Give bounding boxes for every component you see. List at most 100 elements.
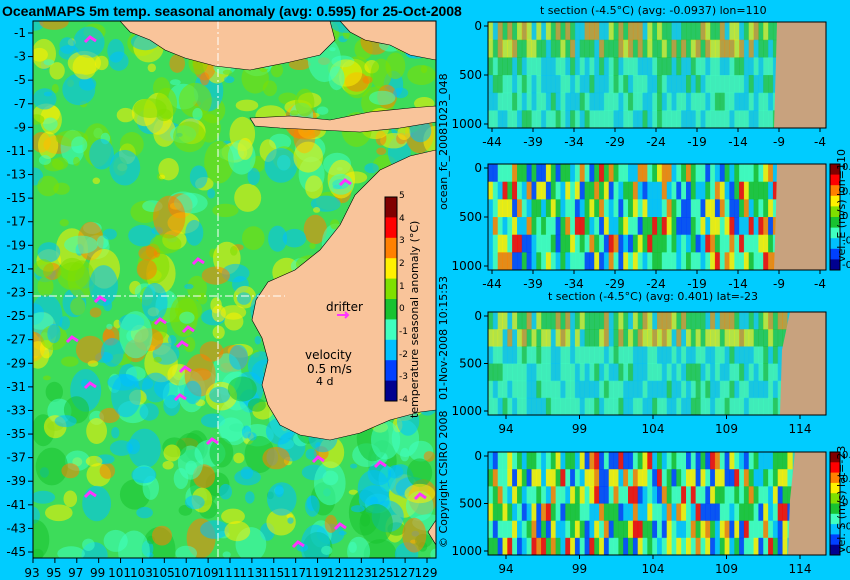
section-cell [753, 57, 759, 76]
section-cell [632, 503, 639, 522]
section-cell [488, 346, 494, 364]
section-cell [560, 520, 566, 539]
anomaly-patch [268, 225, 288, 252]
section-cell [584, 397, 590, 416]
drifter-track [178, 365, 192, 374]
section-cell [753, 380, 759, 399]
drifter-track [191, 257, 205, 266]
section-cell [526, 452, 532, 470]
section-cell [661, 503, 668, 522]
velE-colorbar-label: vel. E (m/s) lon=110 [835, 149, 848, 262]
section-cell [555, 380, 561, 399]
section-cell [589, 75, 595, 94]
map-colorbar-tick-label: -2 [399, 349, 408, 360]
section-cell [613, 397, 619, 416]
section-cell [574, 217, 581, 236]
section-cell [768, 537, 774, 556]
lon-tick-label: 111 [218, 566, 241, 580]
section-cell [632, 312, 639, 330]
section-cell [603, 503, 610, 522]
section-cell [657, 39, 663, 58]
section-cell [714, 39, 721, 58]
section-cell [758, 380, 764, 399]
section-cell [536, 181, 542, 200]
section-cell [758, 520, 764, 539]
section-x-tick-label: -19 [687, 135, 707, 149]
section-cell [681, 380, 687, 399]
lat-tick-label: -15 [6, 191, 26, 205]
section-cell [647, 110, 653, 129]
section-cell [570, 22, 576, 41]
section-cell [589, 199, 595, 218]
anomaly-patch [362, 76, 373, 84]
section-cell [570, 537, 576, 556]
section-cell [642, 39, 648, 58]
section-cell [565, 329, 571, 347]
section-cell [603, 486, 610, 504]
section-cell [637, 252, 643, 271]
section-x-tick-label: 114 [789, 562, 812, 576]
section-cell [637, 452, 643, 470]
section-cell [570, 199, 576, 218]
section-cell [739, 39, 745, 58]
section-cell [599, 217, 605, 236]
section-cell [565, 252, 571, 271]
section-cell [763, 22, 769, 41]
section-cell [739, 363, 745, 382]
section-cell [618, 329, 624, 347]
section-cell [686, 469, 692, 487]
section-cell [536, 22, 542, 41]
section-cell [492, 39, 499, 58]
section-cell [700, 234, 706, 253]
section-cell [536, 452, 542, 470]
section-cell [579, 380, 585, 399]
section-cell [657, 164, 663, 183]
section-cell [599, 537, 605, 556]
depth-tick-label: 500 [459, 68, 482, 82]
section-cell [545, 75, 552, 94]
section-cell [657, 520, 663, 539]
section-cell [690, 486, 697, 504]
section-cell [584, 312, 590, 330]
section-cell [772, 39, 779, 58]
section-cell [705, 164, 711, 183]
section-cell [632, 537, 639, 556]
anomaly-patch [169, 54, 185, 73]
section-cell [652, 346, 658, 364]
section-cell [579, 164, 585, 183]
section-cell [599, 110, 605, 129]
section-x-tick-label: -44 [482, 135, 502, 149]
map-colorbar [384, 196, 398, 402]
section-cell [570, 39, 576, 58]
section-cell [637, 312, 643, 330]
section-cell [748, 503, 754, 522]
section-cell [724, 537, 730, 556]
section-cell [676, 346, 682, 364]
section-cell [642, 537, 648, 556]
section-cell [690, 199, 697, 218]
section-cell [628, 537, 634, 556]
section-cell [550, 217, 557, 236]
anomaly-patch [224, 76, 235, 84]
section-cell [589, 452, 595, 470]
section-cell [661, 92, 668, 111]
section-cell [661, 22, 668, 41]
section-cell [521, 397, 528, 416]
drifter-track [291, 540, 305, 549]
section-cell [603, 537, 610, 556]
section-cell [666, 75, 672, 94]
lat-tick-label: -33 [6, 403, 26, 417]
anomaly-patch [87, 360, 99, 367]
section-cell [695, 520, 701, 539]
section-cell [676, 469, 682, 487]
section-cell [579, 486, 585, 504]
anomaly-patch [197, 292, 208, 305]
section-cell [594, 217, 600, 236]
land-java [119, 21, 336, 71]
section-cell [734, 39, 740, 58]
section-cell [729, 39, 735, 58]
section-cell [681, 346, 687, 364]
section-cell [714, 537, 721, 556]
anomaly-patch [33, 114, 45, 125]
anomaly-patch [136, 506, 153, 519]
